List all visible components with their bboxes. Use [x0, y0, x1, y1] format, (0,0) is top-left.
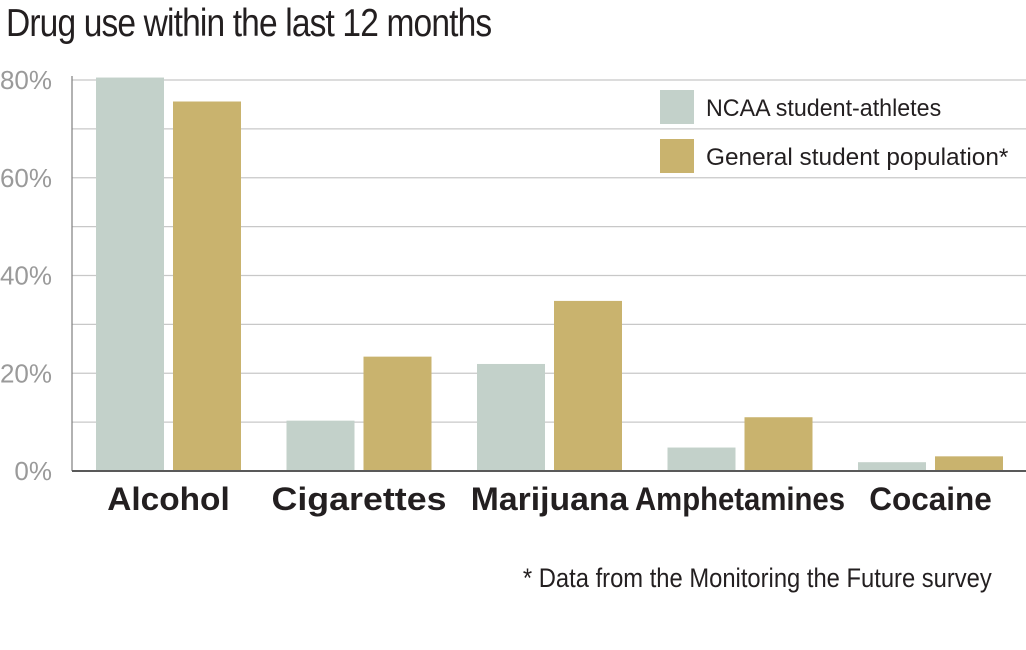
bars [96, 77, 1003, 472]
y-tick-label: 40% [0, 261, 52, 291]
x-tick-label: Alcohol [107, 481, 230, 517]
bar-amphetamines-series-2 [744, 417, 813, 471]
y-tick-label: 80% [0, 65, 52, 95]
y-tick-label: 0% [14, 456, 52, 486]
y-tick-labels: 0% 20% 40% 60% 80% [0, 65, 52, 486]
legend: NCAA student-athletes General student pop… [660, 90, 1008, 173]
y-tick-label: 60% [0, 163, 52, 193]
legend-swatch [660, 139, 694, 173]
bar-cocaine-series-1 [858, 462, 926, 471]
bar-cigarettes-series-1 [286, 420, 355, 471]
legend-label: General student population* [706, 144, 1008, 171]
x-tick-label: Amphetamines [635, 481, 845, 517]
x-tick-label: Cocaine [869, 481, 992, 517]
legend-swatch [660, 90, 694, 124]
bar-cigarettes-series-2 [363, 356, 432, 471]
y-tick-label: 20% [0, 358, 52, 388]
bar-amphetamines-series-1 [667, 447, 736, 471]
bar-alcohol-series-2 [173, 101, 241, 471]
chart-title: Drug use within the last 12 months [6, 2, 492, 45]
axes [71, 76, 1026, 472]
x-tick-label: Cigarettes [272, 481, 447, 517]
bar-cocaine-series-2 [935, 456, 1003, 471]
bar-alcohol-series-1 [96, 77, 164, 472]
x-tick-labels: Alcohol Cigarettes Marijuana Amphetamines Co… [107, 481, 992, 517]
legend-label: NCAA student-athletes [706, 95, 941, 122]
bar-marijuana-series-1 [477, 363, 545, 471]
bar-marijuana-series-2 [554, 300, 622, 471]
x-tick-label: Marijuana [471, 481, 629, 517]
footnote: * Data from the Monitoring the Future su… [523, 563, 992, 593]
